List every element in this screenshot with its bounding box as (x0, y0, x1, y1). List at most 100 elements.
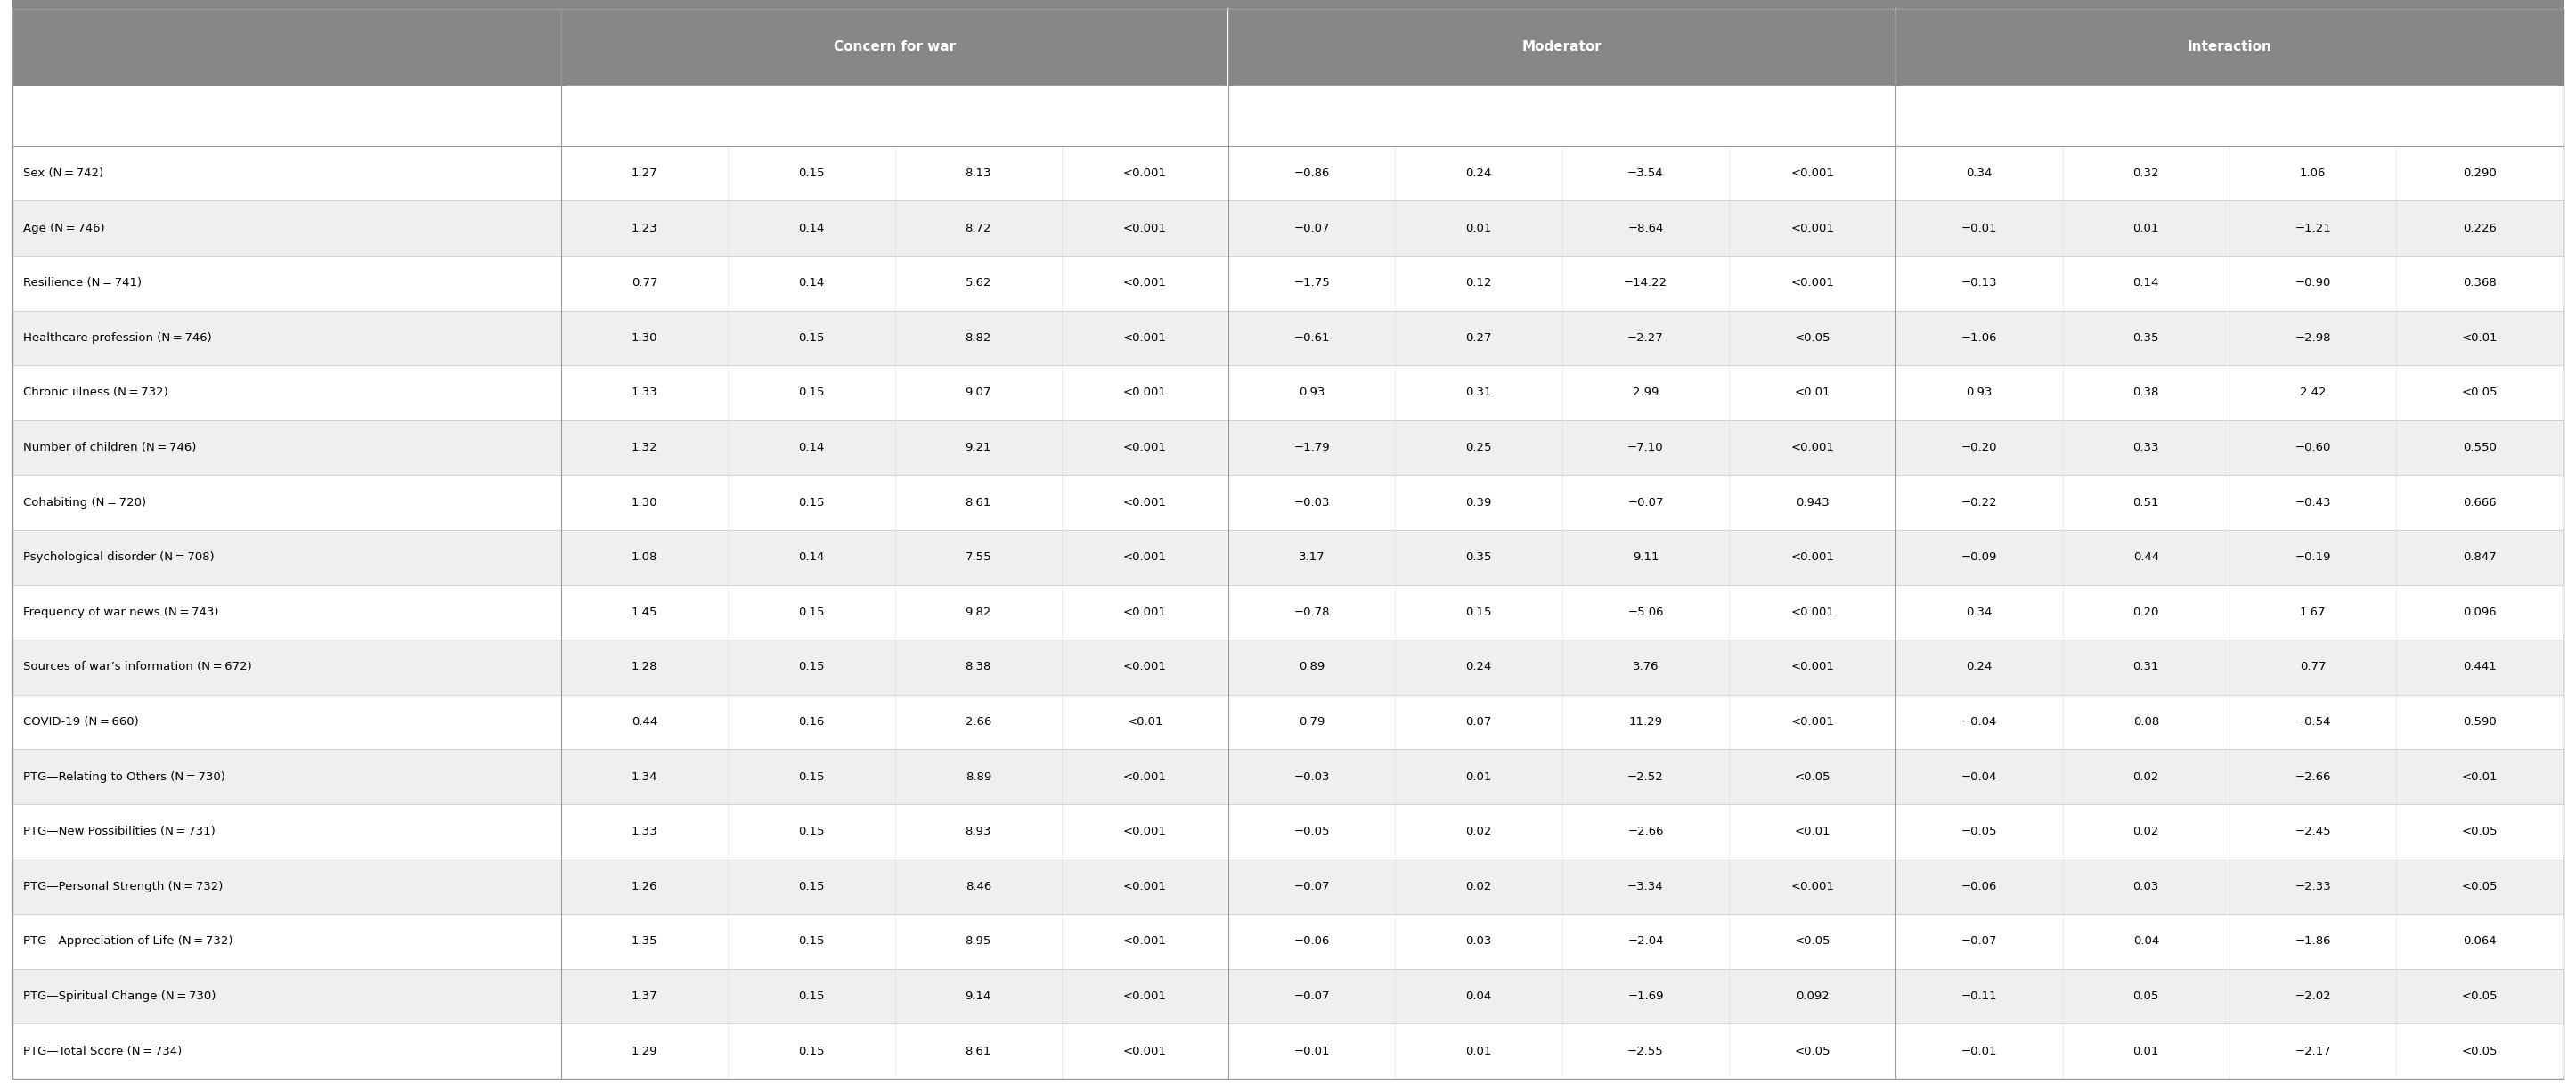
Text: Resilience (N = 741): Resilience (N = 741) (23, 278, 142, 288)
Bar (13, 421, 2563, 475)
Text: 0.14: 0.14 (799, 442, 824, 453)
Text: 0.01: 0.01 (1466, 1045, 1492, 1057)
Text: b: b (641, 109, 649, 122)
Text: Interaction: Interaction (2187, 40, 2272, 54)
Text: 8.93: 8.93 (966, 826, 992, 838)
Text: 1.35: 1.35 (631, 935, 657, 947)
Text: 1.26: 1.26 (631, 881, 657, 892)
Text: 0.39: 0.39 (1466, 496, 1492, 508)
Text: 1.33: 1.33 (631, 387, 657, 399)
Text: 0.35: 0.35 (2133, 332, 2159, 344)
Text: 0.04: 0.04 (1466, 991, 1492, 1002)
Text: −3.34: −3.34 (1628, 881, 1664, 892)
Text: 0.666: 0.666 (2463, 496, 2496, 508)
Text: 0.15: 0.15 (799, 881, 824, 892)
Text: 0.93: 0.93 (1298, 387, 1324, 399)
Text: 0.16: 0.16 (799, 717, 824, 727)
Text: PTG—Appreciation of Life (N = 732): PTG—Appreciation of Life (N = 732) (23, 935, 232, 947)
Text: 0.24: 0.24 (1466, 661, 1492, 673)
Text: 0.31: 0.31 (1466, 387, 1492, 399)
Text: −7.10: −7.10 (1628, 442, 1664, 453)
Text: 0.33: 0.33 (2133, 442, 2159, 453)
Text: <0.001: <0.001 (1790, 881, 1834, 892)
Bar (13, 860, 2563, 914)
Text: −0.90: −0.90 (2295, 278, 2331, 288)
Text: 0.01: 0.01 (1466, 222, 1492, 234)
Bar (13, 640, 2563, 695)
Text: −1.69: −1.69 (1628, 991, 1664, 1002)
Text: 0.44: 0.44 (631, 717, 657, 727)
Text: <0.05: <0.05 (2463, 387, 2499, 399)
Text: b: b (1976, 109, 1984, 122)
Bar (13, 310, 2563, 365)
Text: <0.001: <0.001 (1123, 496, 1167, 508)
Bar (13, 0, 2563, 86)
Text: <0.05: <0.05 (1795, 771, 1832, 783)
Bar (13, 584, 2563, 640)
Text: <0.05: <0.05 (1795, 1045, 1832, 1057)
Text: 0.943: 0.943 (1795, 496, 1829, 508)
Text: 8.61: 8.61 (966, 1045, 992, 1057)
Text: <0.001: <0.001 (1123, 1045, 1167, 1057)
Text: −0.06: −0.06 (1293, 935, 1329, 947)
Text: 0.226: 0.226 (2463, 222, 2496, 234)
Text: −2.02: −2.02 (2295, 991, 2331, 1002)
Text: 0.12: 0.12 (1466, 278, 1492, 288)
Text: <0.05: <0.05 (2463, 881, 2499, 892)
Text: PTG—Personal Strength (N = 732): PTG—Personal Strength (N = 732) (23, 881, 224, 892)
Text: −14.22: −14.22 (1623, 278, 1667, 288)
Text: 1.27: 1.27 (631, 168, 657, 179)
Text: 0.07: 0.07 (1466, 717, 1492, 727)
Text: 8.72: 8.72 (966, 222, 992, 234)
Text: p: p (1808, 109, 1816, 122)
Text: 2.42: 2.42 (2300, 387, 2326, 399)
Text: −2.66: −2.66 (2295, 771, 2331, 783)
Text: T: T (1641, 109, 1649, 122)
Text: −0.60: −0.60 (2295, 442, 2331, 453)
Text: 0.550: 0.550 (2463, 442, 2496, 453)
Text: <0.001: <0.001 (1123, 168, 1167, 179)
Text: 1.30: 1.30 (631, 332, 657, 344)
Text: 1.08: 1.08 (631, 552, 657, 563)
Text: −1.86: −1.86 (2295, 935, 2331, 947)
Text: 9.07: 9.07 (966, 387, 992, 399)
Text: −0.04: −0.04 (1960, 771, 1996, 783)
Text: 0.15: 0.15 (799, 1045, 824, 1057)
Text: 0.51: 0.51 (2133, 496, 2159, 508)
Text: −0.43: −0.43 (2295, 496, 2331, 508)
Text: 1.67: 1.67 (2300, 606, 2326, 618)
Text: −0.05: −0.05 (1960, 826, 1996, 838)
Text: 1.32: 1.32 (631, 442, 657, 453)
Text: 0.20: 0.20 (2133, 606, 2159, 618)
Text: S.E.: S.E. (799, 109, 824, 122)
Bar (13, 749, 2563, 804)
Text: <0.01: <0.01 (1128, 717, 1164, 727)
Bar (13, 914, 2563, 969)
Text: −2.98: −2.98 (2295, 332, 2331, 344)
Text: 0.15: 0.15 (799, 168, 824, 179)
Text: 0.77: 0.77 (631, 278, 657, 288)
Text: 0.24: 0.24 (1965, 661, 1991, 673)
Text: −0.04: −0.04 (1960, 717, 1996, 727)
Text: −0.03: −0.03 (1293, 496, 1329, 508)
Text: <0.001: <0.001 (1123, 661, 1167, 673)
Text: <0.001: <0.001 (1790, 606, 1834, 618)
Text: 0.096: 0.096 (2463, 606, 2496, 618)
Text: <0.001: <0.001 (1790, 278, 1834, 288)
Text: p: p (1141, 109, 1149, 122)
Text: −1.06: −1.06 (1960, 332, 1996, 344)
Text: −0.54: −0.54 (2295, 717, 2331, 727)
Text: 8.82: 8.82 (966, 332, 992, 344)
Text: 0.15: 0.15 (799, 826, 824, 838)
Text: <0.001: <0.001 (1123, 606, 1167, 618)
Text: 9.11: 9.11 (1633, 552, 1659, 563)
Text: −1.21: −1.21 (2295, 222, 2331, 234)
Bar (13, 804, 2563, 860)
Bar (13, 365, 2563, 421)
Text: −2.55: −2.55 (1628, 1045, 1664, 1057)
Text: <0.05: <0.05 (2463, 1045, 2499, 1057)
Text: 0.368: 0.368 (2463, 278, 2496, 288)
Text: −0.19: −0.19 (2295, 552, 2331, 563)
Text: 0.15: 0.15 (799, 606, 824, 618)
Text: −0.20: −0.20 (1960, 442, 1996, 453)
